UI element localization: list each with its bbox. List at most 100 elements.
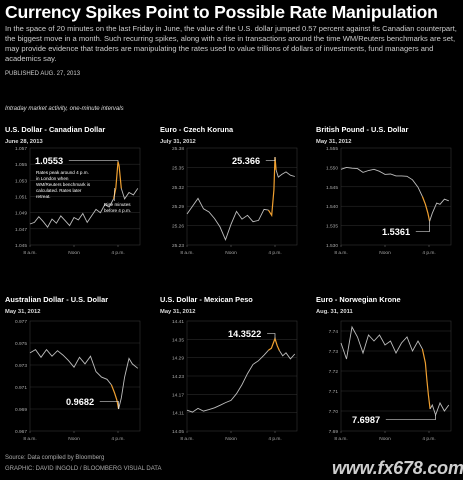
- chart-panel-5: U.S. Dollar - Mexican Peso May 31, 2012 14…: [160, 295, 298, 442]
- y-tick-label: 0.975: [15, 341, 27, 347]
- series-line: [279, 350, 296, 360]
- x-tick-label: Noon: [379, 250, 391, 256]
- y-tick-label: 1.055: [15, 162, 27, 168]
- x-tick-label: 8 a.m.: [23, 436, 36, 442]
- chart-date: July 31, 2012: [160, 139, 196, 145]
- x-tick-label: 4 p.m.: [111, 436, 124, 442]
- callout-value: 0.9682: [66, 397, 94, 407]
- chart-panel-4: Australian Dollar - U.S. Dollar May 31, 2…: [5, 295, 141, 442]
- x-tick-label: Noon: [68, 250, 80, 256]
- y-tick-label: 1.530: [326, 243, 338, 249]
- series-line: [429, 401, 450, 417]
- callout-leader: [68, 160, 119, 162]
- y-tick-label: 0.969: [15, 407, 27, 413]
- x-tick-label: 8 a.m.: [180, 436, 193, 442]
- callout-leader: [415, 221, 430, 232]
- chart-subtitle: Intraday market activity, one-minute int…: [5, 106, 124, 112]
- y-tick-label: 1.051: [15, 195, 27, 201]
- series-line: [29, 198, 114, 229]
- plot-frame: [340, 147, 452, 246]
- series-line-highlight: [110, 384, 120, 410]
- y-tick-label: 7.71: [329, 389, 339, 395]
- source-note: Source: Data compiled by Bloomberg: [5, 455, 105, 461]
- chart-title: Australian Dollar - U.S. Dollar: [5, 295, 108, 304]
- callout-leader: [265, 157, 276, 161]
- plot-frame: [29, 320, 141, 432]
- y-tick-label: 1.545: [326, 185, 338, 191]
- y-tick-label: 14.29: [172, 356, 184, 362]
- callout-leader: [385, 415, 436, 420]
- chart-panel-6: Euro - Norwegian Krone Aug. 31, 2011 7.74 7…: [316, 295, 452, 442]
- y-tick-label: 14.11: [172, 411, 184, 417]
- published-date: PUBLISHED AUG. 27, 2013: [5, 71, 81, 77]
- series-line: [340, 325, 423, 360]
- callout-note: Rates peak around 4 p.m. in London when WM…: [36, 170, 91, 199]
- callout-value: 25.366: [232, 156, 260, 166]
- y-tick-label: 25.32: [172, 185, 184, 191]
- plot-frame: [340, 320, 452, 432]
- chart-title: Euro - Norwegian Krone: [316, 295, 401, 304]
- plot-frame: [186, 147, 298, 246]
- chart-title: British Pound - U.S. Dollar: [316, 125, 409, 134]
- chart-date: May 31, 2012: [316, 139, 351, 145]
- y-tick-label: 1.540: [326, 204, 338, 210]
- watermark: www.fx678.com: [332, 458, 463, 478]
- chart-panel-3: British Pound - U.S. Dollar May 31, 2012 1…: [316, 125, 452, 256]
- y-tick-label: 1.535: [326, 224, 338, 230]
- series-line-highlight: [267, 157, 277, 218]
- y-tick-label: 7.73: [329, 349, 339, 355]
- y-tick-label: 0.971: [15, 385, 27, 391]
- headline: Currency Spikes Point to Possible Rate M…: [5, 2, 438, 22]
- y-tick-label: 7.70: [329, 409, 339, 415]
- rise-note: Rise minutes before 4 p.m.: [104, 202, 131, 213]
- series-line: [275, 169, 295, 178]
- y-tick-label: 1.045: [15, 243, 27, 249]
- callout-value: 1.5361: [382, 227, 410, 237]
- x-tick-label: Noon: [225, 436, 237, 442]
- y-tick-label: 1.057: [15, 146, 27, 152]
- y-tick-label: 0.967: [15, 429, 27, 435]
- x-tick-label: 8 a.m.: [334, 250, 347, 256]
- callout-value: 14.3522: [228, 329, 261, 339]
- series-line: [118, 357, 139, 410]
- dek-paragraph: In the space of 20 minutes on the last F…: [5, 24, 457, 63]
- y-tick-label: 14.23: [172, 374, 184, 380]
- series-line-highlight: [421, 196, 431, 222]
- callout-leader: [267, 333, 276, 339]
- series-line: [29, 348, 112, 386]
- y-tick-label: 14.05: [172, 429, 184, 435]
- callout-value: 7.6987: [352, 415, 380, 425]
- y-tick-label: 1.550: [326, 165, 338, 171]
- y-tick-label: 25.29: [172, 204, 184, 210]
- y-tick-label: 1.053: [15, 178, 27, 184]
- y-tick-label: 1.047: [15, 227, 27, 233]
- series-line-highlight: [268, 336, 280, 351]
- chart-title: Euro - Czech Koruna: [160, 125, 234, 134]
- x-tick-label: 4 p.m.: [422, 250, 435, 256]
- y-tick-label: 14.41: [172, 319, 184, 325]
- x-tick-label: Noon: [225, 250, 237, 256]
- series-line: [186, 349, 269, 413]
- callout-value: 1.0553: [35, 156, 63, 166]
- x-tick-label: 4 p.m.: [422, 436, 435, 442]
- series-line: [429, 198, 449, 222]
- x-tick-label: 4 p.m.: [111, 250, 124, 256]
- x-tick-label: 4 p.m.: [268, 250, 281, 256]
- series-line: [120, 188, 139, 200]
- y-tick-label: 14.17: [172, 392, 184, 398]
- y-tick-label: 0.977: [15, 319, 27, 325]
- chart-title: U.S. Dollar - Mexican Peso: [160, 295, 253, 304]
- y-tick-label: 25.26: [172, 224, 184, 230]
- y-tick-label: 14.35: [172, 337, 184, 343]
- series-line: [186, 197, 269, 242]
- chart-date: Aug. 31, 2011: [316, 309, 354, 315]
- callout-leader: [99, 401, 119, 409]
- series-line-highlight: [421, 348, 431, 410]
- x-tick-label: Noon: [68, 436, 80, 442]
- chart-title: U.S. Dollar - Canadian Dollar: [5, 125, 105, 134]
- y-tick-label: 1.049: [15, 211, 27, 217]
- chart-date: May 31, 2012: [160, 309, 195, 315]
- y-tick-label: 0.973: [15, 363, 27, 369]
